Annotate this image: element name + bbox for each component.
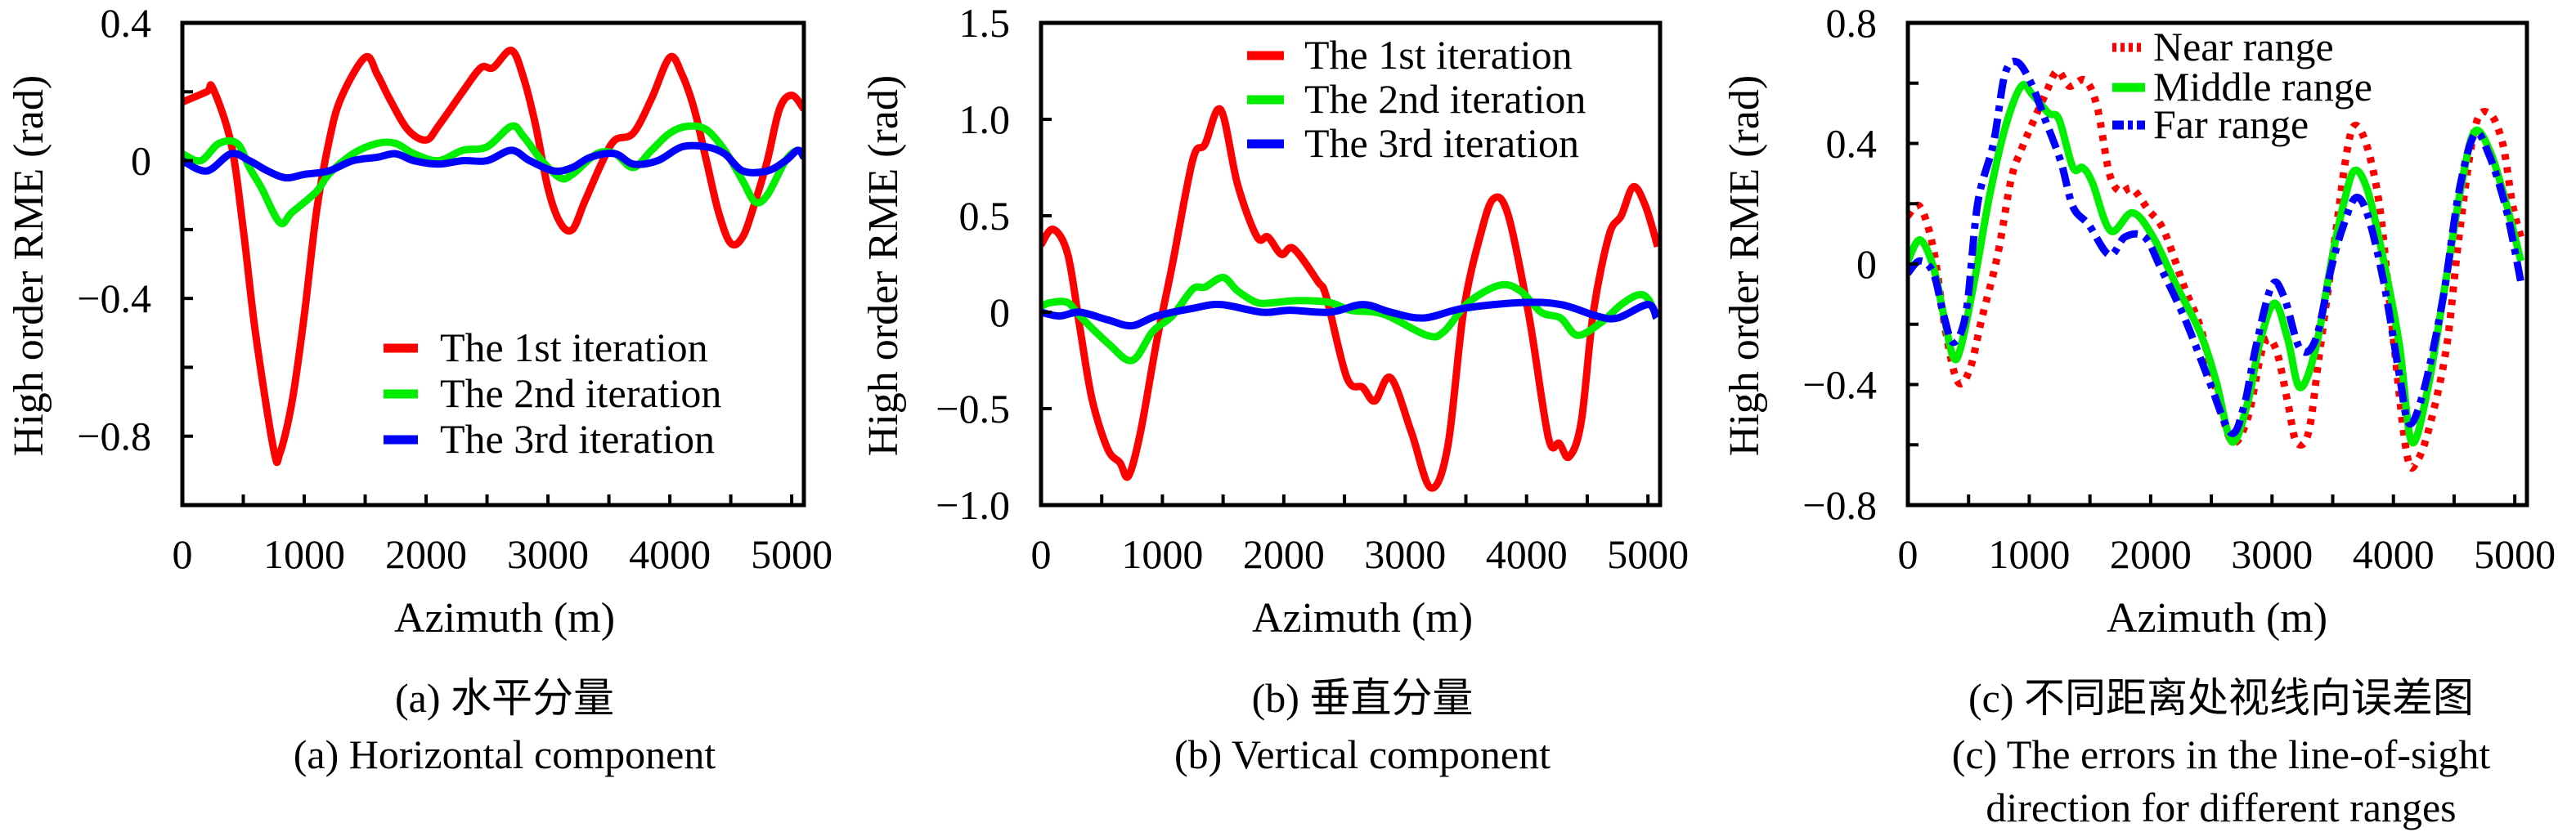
y-tick-label: 0 [131,138,151,184]
y-axis-title: High order RME (rad) [860,75,907,456]
y-tick-labels: 1.5 1.0 0.5 0 −0.5 −1.0 [936,0,1010,528]
y-tick-label: 0.4 [101,0,152,46]
y-tick-label: 0.8 [1826,0,1878,46]
y-tick-label: 0 [1856,241,1877,287]
x-axis-title: Azimuth (m) [2107,595,2327,642]
ticks [1908,81,2517,505]
plot-frame [180,20,806,508]
x-tick-label: 4000 [2353,531,2435,577]
legend-item: The 3rd iteration [1247,120,1579,166]
caption-en-line2: direction for different ranges [1986,785,2456,830]
y-axis-title: High order RME (rad) [1721,75,1768,456]
x-tick-label: 2000 [1243,531,1325,577]
legend-label: Middle range [2153,64,2372,110]
caption-en: (c) The errors in the line-of-sight [1952,731,2491,777]
y-tick-labels: 0.8 0.4 0 −0.4 −0.8 [1802,0,1877,528]
x-tick-labels: 0 1000 2000 3000 4000 5000 [173,531,833,577]
x-tick-label: 2000 [385,531,467,577]
legend-label: Far range [2153,101,2309,147]
x-axis-title: Azimuth (m) [1252,595,1473,642]
x-tick-label: 0 [1031,531,1052,577]
series-line-the-1st-iteration [1041,105,1660,492]
legend-label: The 3rd iteration [1304,120,1579,166]
legend-label: The 3rd iteration [440,416,715,462]
legend: The 1st iteration The 2nd iteration The … [384,324,721,462]
y-tick-label: 0.5 [959,193,1011,239]
y-tick-label: −0.8 [1802,482,1877,528]
x-tick-labels: 0 1000 2000 3000 4000 5000 [1898,531,2556,577]
legend-item: Far range [2112,101,2309,147]
x-tick-label: 5000 [1607,531,1689,577]
x-tick-label: 0 [173,531,193,577]
series-line-the-3rd-iteration [182,141,804,182]
x-tick-label: 1000 [263,531,345,577]
x-tick-labels: 0 1000 2000 3000 4000 5000 [1031,531,1690,577]
series-line-the-3rd-iteration [1041,298,1660,330]
y-tick-label: 1.0 [959,96,1011,142]
caption-en: (a) Horizontal component [294,731,716,777]
legend-label: Near range [2153,24,2334,69]
legend-item: Near range [2112,24,2334,69]
x-tick-label: 1000 [1121,531,1203,577]
x-tick-label: 4000 [629,531,711,577]
curves [1908,57,2525,472]
x-tick-label: 3000 [1364,531,1446,577]
x-tick-label: 1000 [1988,531,2070,577]
x-axis-title: Azimuth (m) [394,595,615,642]
caption-cn: (c) 不同距离处视线向误差图 [1968,675,2474,721]
x-tick-label: 5000 [751,531,832,577]
legend-item: Middle range [2112,64,2372,110]
legend-label: The 2nd iteration [440,370,721,416]
legend: Near range Middle range Far range [2112,24,2372,147]
legend-label: The 2nd iteration [1304,76,1586,122]
plot-frame [1039,20,1663,508]
legend-item: The 1st iteration [1247,32,1573,78]
x-tick-label: 2000 [2110,531,2192,577]
x-tick-label: 0 [1898,531,1919,577]
y-tick-labels: 0.4 0 −0.4 −0.8 [77,0,151,459]
y-tick-label: −0.4 [77,275,151,321]
panel-b: 0 1000 2000 3000 4000 5000 1.5 1.0 0.5 0 −0.5 −1.0… [860,0,1689,777]
legend-item: The 2nd iteration [1247,76,1586,122]
legend: The 1st iteration The 2nd iteration The … [1247,32,1586,166]
legend-item: The 2nd iteration [384,370,721,416]
curves [182,47,804,467]
y-tick-label: −1.0 [936,482,1010,528]
legend-item: The 3rd iteration [384,416,715,462]
curves [1041,105,1660,492]
panel-a: 0 1000 2000 3000 4000 5000 0.4 0 −0.4 −0.8 High … [6,0,832,777]
ticks [1041,118,1650,505]
series-line-the-2nd-iteration [1041,274,1660,365]
x-tick-label: 3000 [2231,531,2313,577]
y-axis-title: High order RME (rad) [6,75,52,456]
x-tick-label: 5000 [2474,531,2556,577]
legend-label: The 1st iteration [1304,32,1573,78]
legend-item: The 1st iteration [384,324,708,370]
series-line-far-range [1908,57,2525,437]
series-line-near-range [1908,67,2524,472]
y-tick-label: −0.8 [77,414,151,459]
caption-cn: (a) 水平分量 [395,675,614,721]
y-tick-label: −0.5 [936,386,1010,432]
ticks [182,90,794,505]
panel-c: 0 1000 2000 3000 4000 5000 0.8 0.4 0 −0.4 −0.8 Hi… [1721,0,2556,830]
series-line-the-1st-iteration [182,47,804,467]
caption-cn: (b) 垂直分量 [1252,675,1474,721]
y-tick-label: 0 [990,289,1010,335]
x-tick-label: 4000 [1486,531,1568,577]
legend-label: The 1st iteration [440,324,708,370]
y-tick-label: 0.4 [1826,121,1878,167]
x-tick-label: 3000 [507,531,589,577]
y-tick-label: 1.5 [959,0,1011,46]
series-line-middle-range [1908,81,2524,447]
y-tick-label: −0.4 [1802,362,1877,408]
caption-en: (b) Vertical component [1174,731,1551,777]
